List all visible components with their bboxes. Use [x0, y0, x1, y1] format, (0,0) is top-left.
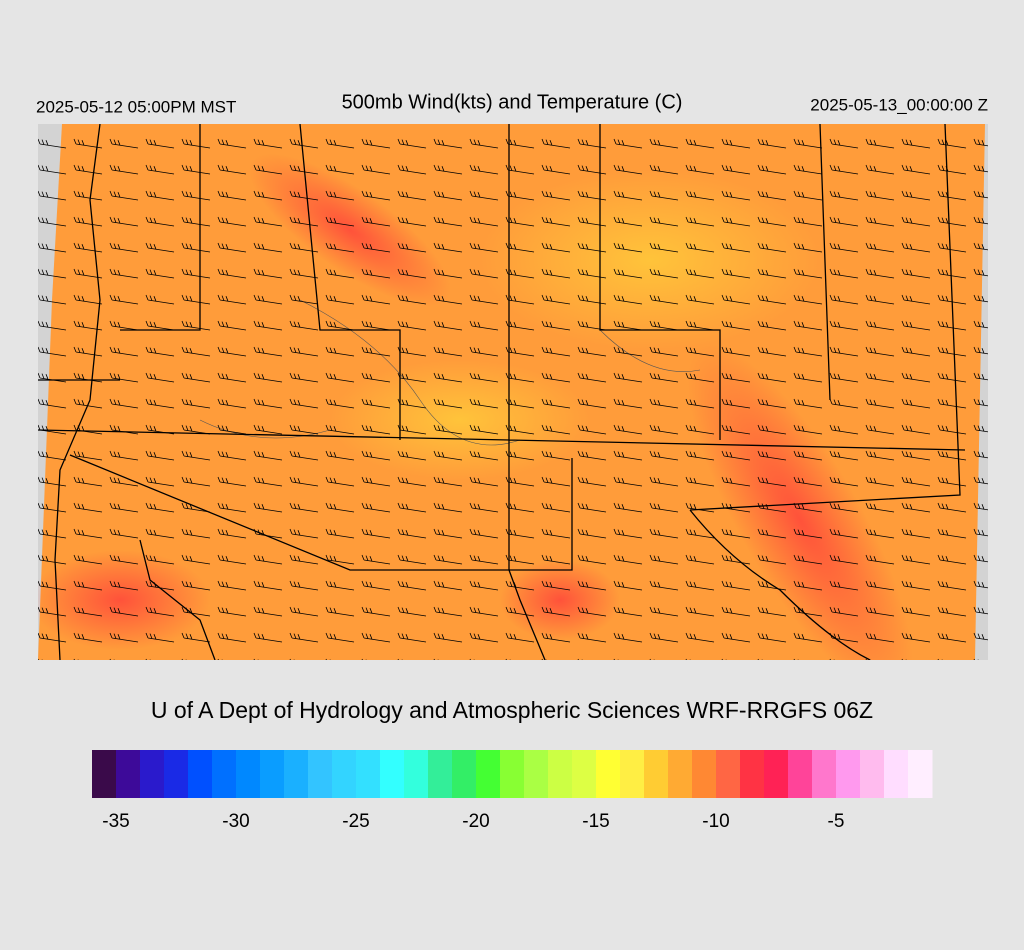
color-swatch: [332, 750, 357, 798]
color-swatch: [428, 750, 453, 798]
valid-utc: 2025-05-13_00:00:00 Z: [810, 95, 988, 114]
colorbar-tick-label: -30: [222, 811, 249, 832]
colorbar-tick-label: -35: [102, 811, 129, 832]
color-swatch: [92, 750, 117, 798]
county-border: [38, 124, 831, 440]
colorbar-tick-label: -15: [582, 811, 609, 832]
color-swatch: [500, 750, 525, 798]
color-swatch: [164, 750, 189, 798]
colorbar-tick-label: -25: [342, 811, 369, 832]
color-swatch: [596, 750, 621, 798]
color-swatch: [620, 750, 645, 798]
color-swatch: [140, 750, 165, 798]
color-swatch: [260, 750, 285, 798]
color-swatch: [884, 750, 909, 798]
color-swatch: [188, 750, 213, 798]
colorbar: -35 -30 -25 -20 -15 -10 -5: [92, 750, 933, 832]
color-swatch: [836, 750, 861, 798]
color-swatch: [764, 750, 789, 798]
map-title: 500mb Wind(kts) and Temperature (C): [342, 91, 683, 113]
color-swatch: [236, 750, 261, 798]
colorbar-tick-label: -20: [462, 811, 489, 832]
color-swatch: [452, 750, 477, 798]
color-swatch: [404, 750, 429, 798]
footer: U of A Dept of Hydrology and Atmospheric…: [151, 697, 873, 723]
colorbar-tick-label: -10: [702, 811, 729, 832]
color-swatch: [740, 750, 765, 798]
color-swatch: [308, 750, 333, 798]
color-swatch: [860, 750, 885, 798]
color-swatch: [644, 750, 669, 798]
color-swatch: [788, 750, 813, 798]
color-swatch: [380, 750, 405, 798]
color-swatch: [356, 750, 381, 798]
color-swatch: [692, 750, 717, 798]
valid-local: 2025-05-12 05:00PM MST: [36, 97, 236, 116]
state-border: [38, 124, 966, 660]
color-swatch: [524, 750, 549, 798]
color-swatch: [572, 750, 597, 798]
color-swatch: [284, 750, 309, 798]
map: [38, 124, 988, 660]
colorbar-tick-label: -5: [828, 811, 845, 832]
color-swatch: [812, 750, 837, 798]
color-swatch: [548, 750, 573, 798]
color-swatch: [716, 750, 741, 798]
color-swatch: [476, 750, 501, 798]
color-swatch: [908, 750, 933, 798]
color-swatch: [116, 750, 141, 798]
color-swatch: [668, 750, 693, 798]
color-swatch: [212, 750, 237, 798]
